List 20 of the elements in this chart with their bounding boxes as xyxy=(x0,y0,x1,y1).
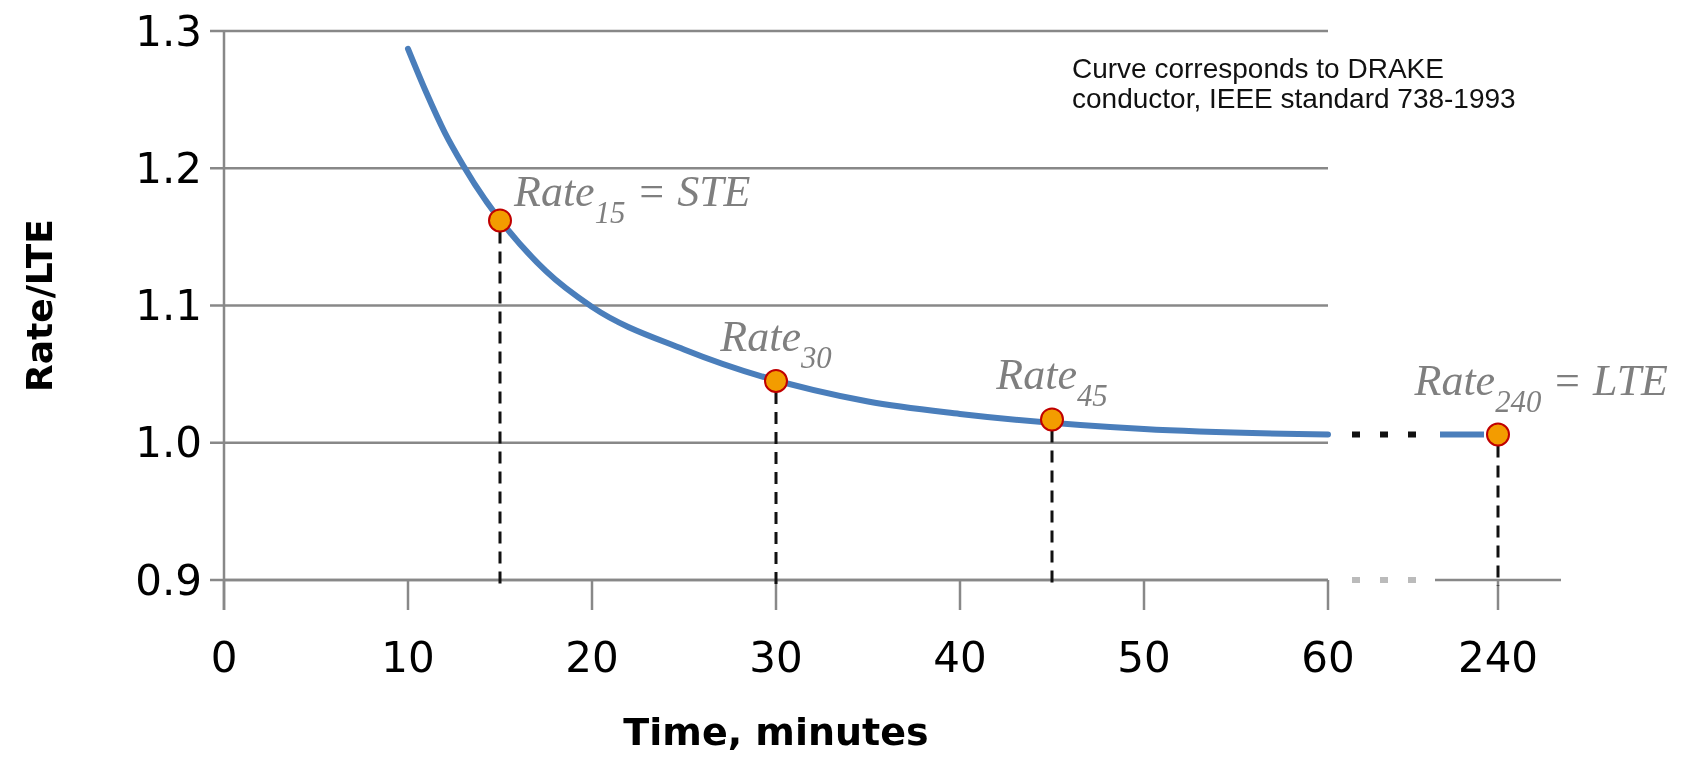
annotation: Rate$_{240}$ = LTE xyxy=(1413,355,1669,419)
y-tick-label: 1.3 xyxy=(135,6,202,56)
y-tick-label: 1.2 xyxy=(135,143,202,193)
x-tick-label: 240 xyxy=(1457,633,1539,682)
x-tick-label: 50 xyxy=(1117,633,1171,682)
x-axis-title: Time, minutes xyxy=(623,710,929,754)
y-axis-title: Rate/LTE xyxy=(19,219,60,392)
annotation: Rate$_{45}$ xyxy=(995,350,1108,414)
annotation: Rate$_{15}$ = STE xyxy=(513,167,751,231)
x-tick-label: 30 xyxy=(749,633,803,682)
y-tick-label: 0.9 xyxy=(135,555,202,605)
x-tick-label: 10 xyxy=(381,633,435,682)
y-tick-label: 1.1 xyxy=(135,281,202,331)
x-tick-label: 60 xyxy=(1301,633,1355,682)
x-tick-label: 40 xyxy=(933,633,987,682)
x-tick-label: 20 xyxy=(565,633,619,682)
y-tick-label: 1.0 xyxy=(135,418,202,468)
x-tick-label: 0 xyxy=(210,633,238,682)
annotation: Curve corresponds to DRAKE conductor, IEEE standard 738-1993 xyxy=(1072,53,1516,114)
annotation: Rate$_{30}$ xyxy=(719,311,832,375)
